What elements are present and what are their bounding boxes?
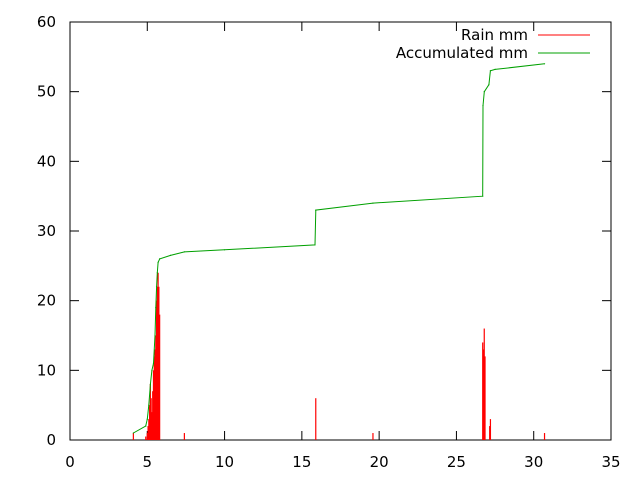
legend-label-rain: Rain mm — [461, 26, 528, 44]
legend-label-accumulated: Accumulated mm — [396, 44, 528, 62]
y-tick-labels: 0 10 20 30 40 50 60 — [37, 13, 56, 449]
accumulated-point — [223, 249, 226, 251]
accumulated-point — [149, 383, 151, 385]
accumulated-line — [133, 63, 545, 434]
x-tick-labels: 0 5 10 15 20 25 30 35 — [65, 453, 620, 471]
accumulated-point — [482, 195, 484, 197]
x-tick-label: 20 — [370, 453, 389, 471]
accumulated-point — [157, 261, 159, 263]
accumulated-point — [159, 258, 161, 260]
y-tick-label: 60 — [37, 13, 56, 31]
accumulated-point — [155, 307, 157, 309]
y-tick-label: 30 — [37, 222, 56, 240]
accumulated-point — [488, 84, 490, 86]
y-tick-label: 10 — [37, 361, 56, 379]
accumulated-point — [148, 404, 150, 406]
x-tick-label: 0 — [65, 453, 75, 471]
y-tick-label: 50 — [37, 83, 56, 101]
accumulated-point — [132, 432, 134, 434]
y-tick-label: 40 — [37, 152, 56, 170]
x-tick-label: 25 — [447, 453, 466, 471]
accumulated-point — [156, 272, 158, 274]
accumulated-point — [155, 286, 158, 288]
series-layer — [132, 63, 546, 440]
accumulated-point — [543, 63, 546, 65]
accumulated-point — [169, 254, 172, 256]
accumulated-point — [152, 362, 155, 364]
y-tick-label: 20 — [37, 292, 56, 310]
accumulated-point — [489, 70, 492, 72]
accumulated-point — [494, 68, 496, 70]
accumulated-point — [183, 251, 185, 253]
x-tick-label: 10 — [215, 453, 234, 471]
rain-series — [132, 272, 546, 440]
accumulated-point — [372, 202, 374, 204]
x-tick-label: 15 — [292, 453, 311, 471]
accumulated-point — [154, 334, 156, 337]
accumulated-series — [132, 63, 546, 434]
accumulated-point — [314, 244, 316, 246]
legend: Rain mm Accumulated mm — [396, 26, 590, 62]
x-tick-label: 5 — [143, 453, 153, 471]
accumulated-point — [315, 209, 317, 211]
x-tick-label: 30 — [524, 453, 543, 471]
accumulated-point — [151, 369, 153, 371]
y-tick-label: 0 — [46, 431, 56, 449]
accumulated-point — [145, 425, 147, 427]
x-tick-label: 35 — [601, 453, 620, 471]
accumulated-point — [146, 418, 148, 420]
accumulated-point — [483, 91, 485, 93]
accumulated-point — [482, 105, 484, 107]
